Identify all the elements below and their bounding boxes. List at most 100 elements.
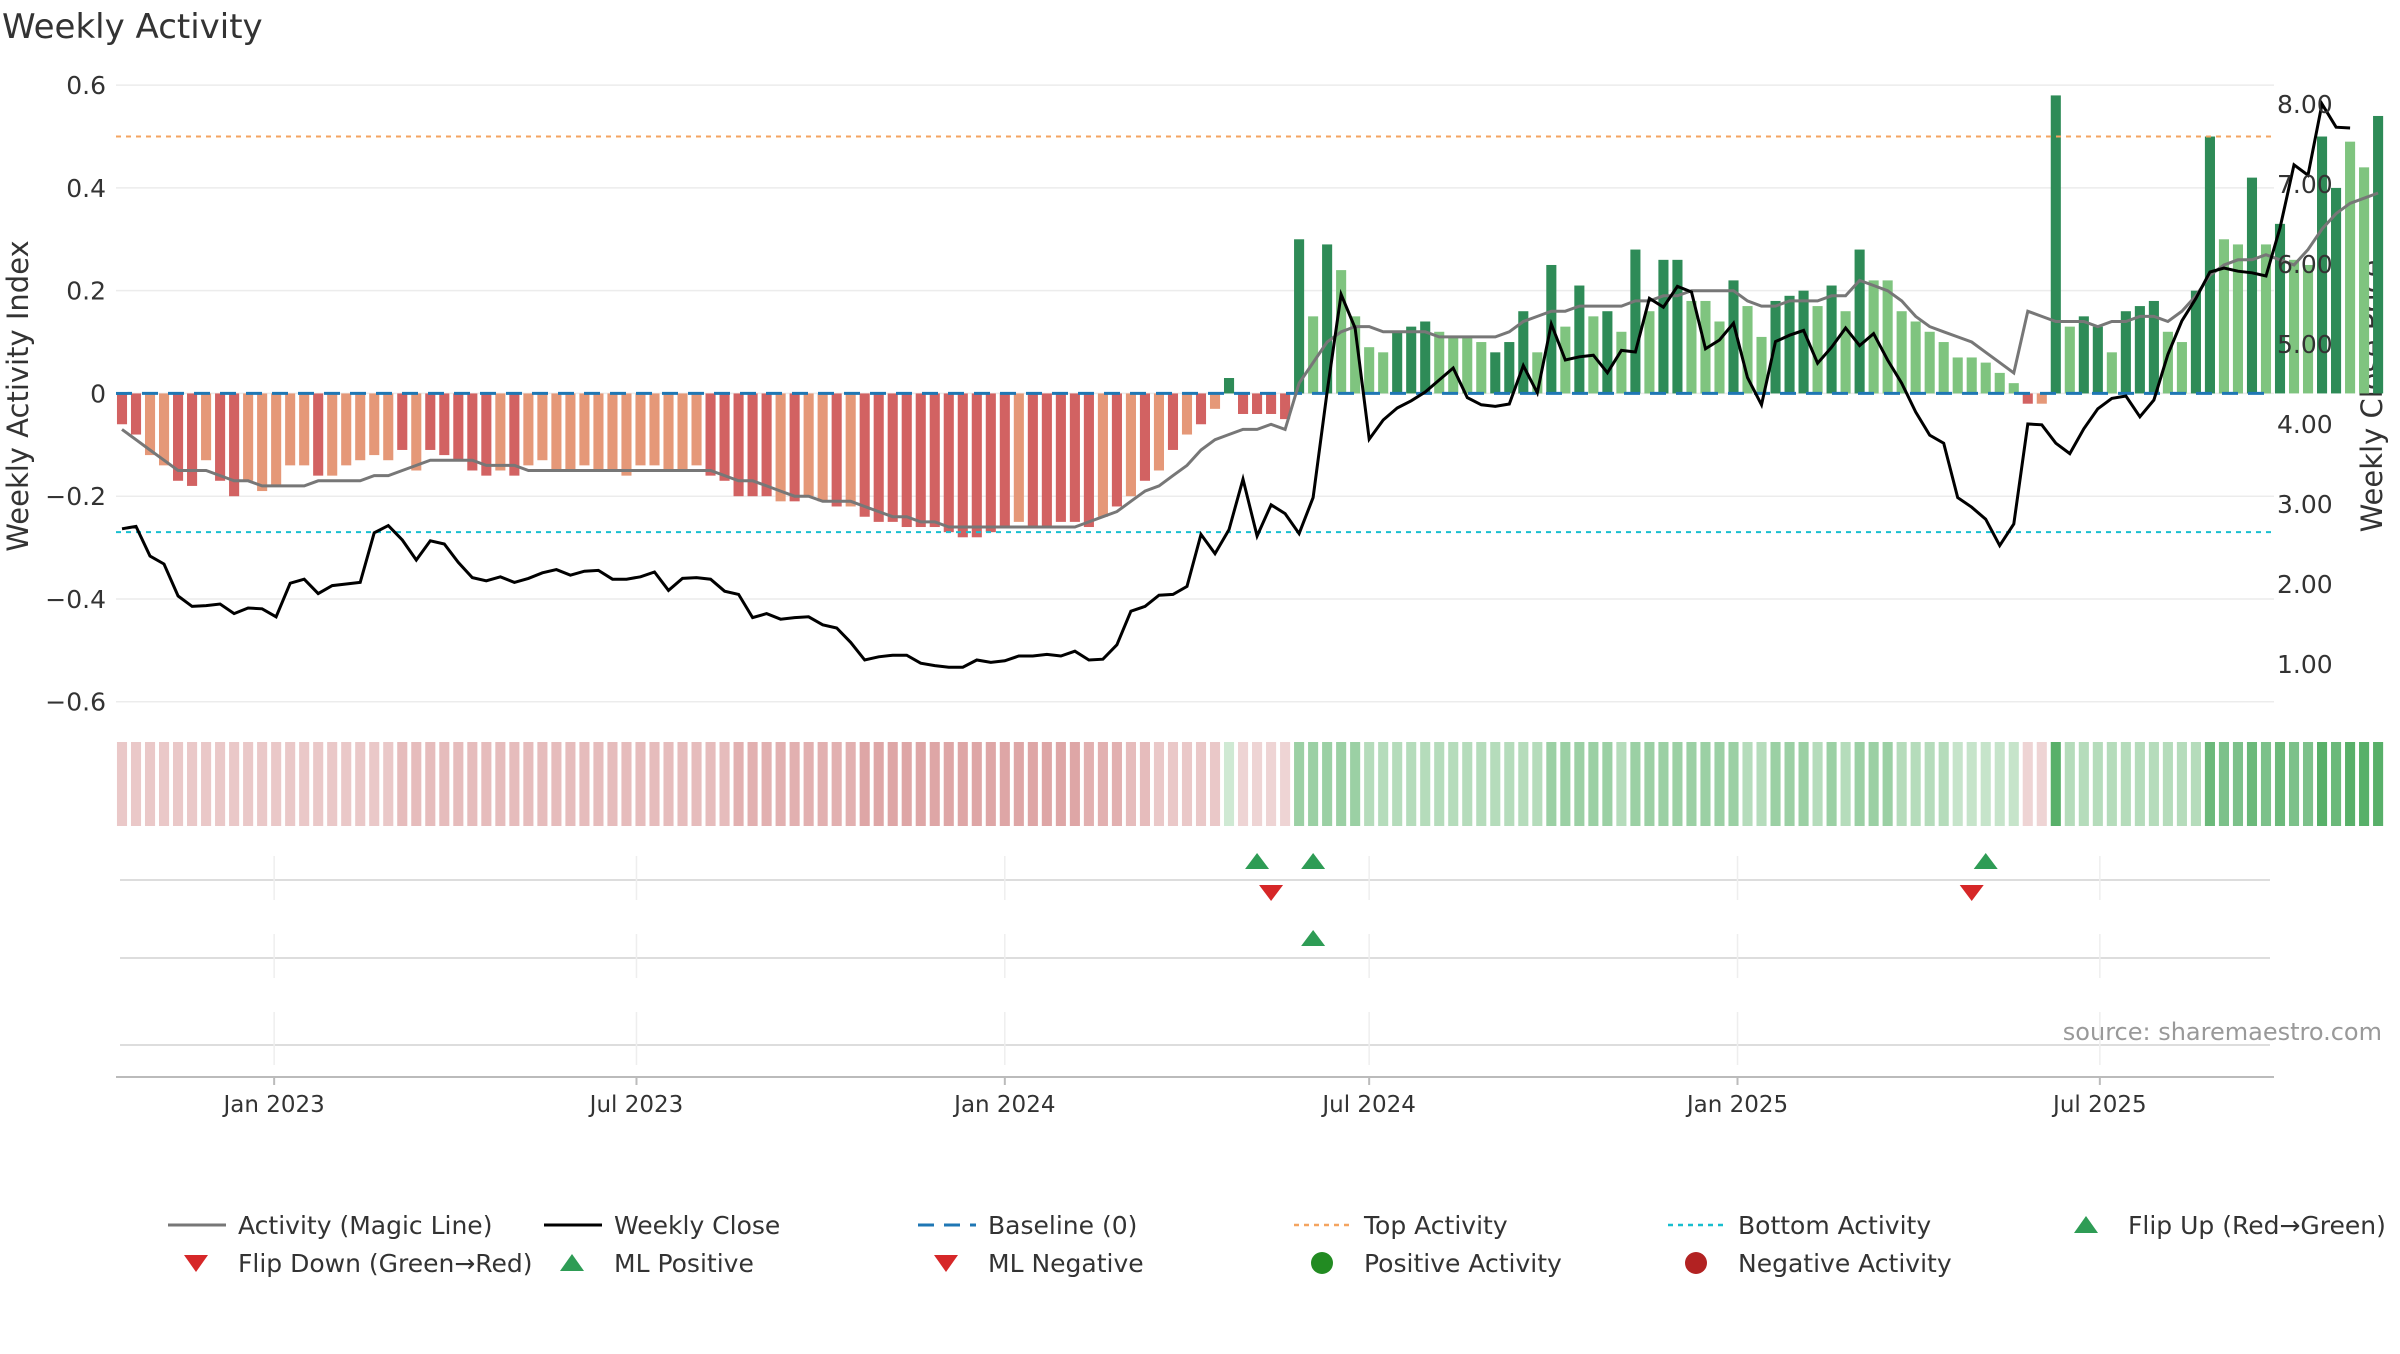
activity-bar	[1658, 259, 1669, 394]
heat-cell	[1868, 742, 1879, 826]
activity-bar	[215, 393, 226, 481]
heat-cell	[1896, 742, 1907, 826]
heat-cell	[2176, 742, 2187, 826]
activity-bar	[1167, 393, 1179, 450]
y-tick-label: 0	[90, 379, 106, 408]
heat-cell	[327, 742, 338, 826]
y2-tick-label: 5.00	[2277, 330, 2333, 359]
activity-bar	[2345, 141, 2356, 394]
heat-cell	[116, 742, 128, 826]
activity-bar	[1504, 342, 1515, 394]
heat-cell	[1322, 742, 1333, 826]
heat-cell	[1994, 742, 2005, 826]
heat-cell	[397, 742, 408, 826]
legend-label: Weekly Close	[614, 1211, 780, 1240]
activity-bar	[551, 393, 562, 471]
activity-bar	[1574, 285, 1585, 394]
heat-cell	[831, 742, 842, 826]
activity-bar	[2008, 383, 2019, 394]
heat-cell	[130, 742, 142, 826]
activity-bar	[257, 393, 268, 492]
y2-tick-label: 6.00	[2277, 250, 2333, 279]
heat-cell	[2120, 742, 2131, 826]
activity-bar	[1532, 352, 1543, 394]
heat-cell	[383, 742, 394, 826]
heat-cell	[1448, 742, 1459, 826]
heat-cell	[439, 742, 450, 826]
line-series	[116, 99, 2379, 669]
heat-cell	[705, 742, 716, 826]
heat-cell	[901, 742, 912, 826]
tick-labels: 0.6 0.4 0.2 0 −0.2 −0.4 −0.6 8.00 7.00 6.00 5.00 4.…	[45, 71, 2332, 1118]
activity-bar	[285, 393, 296, 466]
activity-bar	[187, 393, 198, 486]
activity-bar	[2359, 167, 2370, 394]
heat-cell	[789, 742, 800, 826]
heat-cell	[1308, 742, 1319, 826]
x-tick-label: Jul 2024	[1320, 1092, 1416, 1118]
activity-bar	[2232, 244, 2244, 394]
activity-bar	[901, 393, 912, 528]
heat-cell	[271, 742, 282, 826]
activity-bar	[1602, 311, 1613, 394]
heat-cell	[1378, 742, 1389, 826]
activity-bar	[369, 393, 380, 456]
legend-label: Flip Down (Green→Red)	[238, 1249, 533, 1278]
heat-cell	[1644, 742, 1655, 826]
heat-cell	[355, 742, 366, 826]
legend-label: ML Positive	[614, 1249, 754, 1278]
activity-bar	[1378, 352, 1389, 394]
activity-bar	[1392, 331, 1403, 394]
activity-bar	[1266, 393, 1277, 414]
activity-bar	[1518, 311, 1529, 394]
legend-label: Top Activity	[1363, 1211, 1508, 1240]
activity-bar	[2148, 300, 2159, 394]
heat-cell	[621, 742, 632, 826]
heat-cell	[1195, 742, 1207, 826]
heat-cell	[425, 742, 436, 826]
heat-cell	[1854, 742, 1865, 826]
activity-bar	[1097, 393, 1108, 517]
activity-bar	[1209, 393, 1221, 409]
y-tick-label: −0.6	[45, 688, 106, 717]
activity-bar	[2064, 326, 2075, 394]
activity-bar	[1476, 342, 1487, 394]
heat-cell	[1882, 742, 1893, 826]
heat-cell	[369, 742, 380, 826]
heat-cell	[1938, 742, 1949, 826]
activity-bar	[158, 393, 170, 466]
heat-cell	[2359, 742, 2370, 826]
heat-cell	[1013, 742, 1024, 826]
legend-label: Baseline (0)	[988, 1211, 1137, 1240]
heat-cell	[201, 742, 212, 826]
heat-cell	[1280, 742, 1291, 826]
heat-cell	[2232, 742, 2244, 826]
heat-cell	[341, 742, 352, 826]
activity-bar	[144, 393, 156, 456]
activity-bar	[425, 393, 436, 450]
activity-bar	[2106, 352, 2117, 394]
activity-bar	[313, 393, 324, 476]
legend-label: Bottom Activity	[1738, 1211, 1931, 1240]
heat-cell	[495, 742, 506, 826]
heat-cell	[1826, 742, 1837, 826]
activity-bar	[971, 393, 982, 538]
heat-cell	[509, 742, 520, 826]
activity-bar	[1223, 378, 1235, 394]
heat-cell	[929, 742, 940, 826]
x-tick-label: Jan 2024	[952, 1092, 1055, 1118]
chart-title: Weekly Activity	[2, 7, 263, 47]
heat-cell	[649, 742, 660, 826]
activity-bar	[439, 393, 450, 456]
activity-bar	[1910, 321, 1921, 394]
flip-down-marker	[1959, 885, 1984, 901]
heat-cell	[523, 742, 534, 826]
heat-cell	[873, 742, 884, 826]
activity-bar	[2274, 223, 2286, 394]
heat-cell	[1069, 742, 1080, 826]
activity-bar	[1952, 357, 1963, 394]
activity-bar	[747, 393, 758, 497]
heat-cell	[1952, 742, 1963, 826]
activity-bar	[943, 393, 954, 533]
activity-bar	[1616, 331, 1627, 394]
